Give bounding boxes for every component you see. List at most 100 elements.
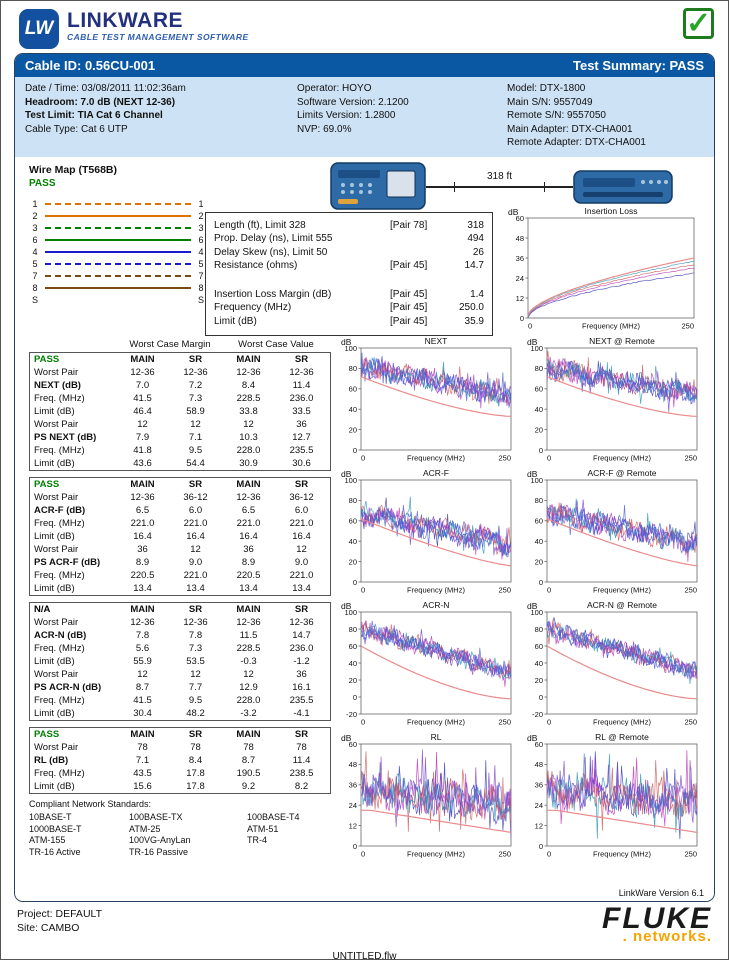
results-row: Freq. (MHz) 5.6 7.3 228.5 236.0 [30, 642, 330, 655]
wire-pin-left: 1 [32, 198, 38, 209]
svg-text:dB: dB [341, 733, 352, 743]
results-cell: 235.5 [289, 444, 314, 456]
measurement-row: Prop. Delay (ns), Limit 555 494 [214, 232, 484, 246]
chart-acr-n: dB ACR-N 100 80 60 40 20 0 -20 0 250 Frequency (MHz… [337, 599, 517, 727]
results-cell: 16.1 [292, 681, 311, 693]
wire-pin-right: 5 [198, 258, 204, 269]
svg-text:24: 24 [516, 273, 524, 282]
results-group: PASS MAIN SR MAIN SR Worst Pair 78 78 78 78 RL (dB… [29, 726, 331, 794]
measurement-value: 14.7 [464, 260, 484, 272]
results-row-label: ACR-N (dB) [34, 629, 87, 641]
results-group: PASS MAIN SR MAIN SR Worst Pair 12-36 36-12 12-3… [29, 476, 331, 596]
svg-text:100: 100 [530, 343, 543, 352]
info-line: Cable Type: Cat 6 UTP [25, 123, 128, 135]
results-row: Freq. (MHz) 41.5 7.3 228.5 236.0 [30, 392, 330, 405]
results-cell: 30.9 [239, 457, 258, 469]
svg-text:40: 40 [535, 405, 543, 414]
logo-initials: LW [24, 18, 54, 39]
svg-text:20: 20 [535, 557, 543, 566]
results-cell: 221.0 [289, 517, 314, 529]
results-cell: 8.4 [241, 379, 256, 391]
results-row: Limit (dB) 15.6 17.8 9.2 8.2 [30, 780, 330, 793]
svg-text:NEXT: NEXT [425, 336, 448, 346]
svg-text:20: 20 [349, 675, 357, 684]
worst-case-margin-header: Worst Case Margin [129, 338, 211, 350]
wire-pin-left: S [31, 294, 38, 305]
results-cell: 7.1 [135, 754, 150, 766]
group-column-label: SR [188, 478, 203, 490]
brand-block: LINKWARE CABLE TEST MANAGEMENT SOFTWARE [67, 10, 249, 43]
svg-text:Frequency (MHz): Frequency (MHz) [593, 585, 651, 594]
wire-pin-left: 5 [32, 258, 38, 269]
info-line: Software Version: 2.1200 [297, 96, 409, 108]
results-cell: 53.5 [186, 655, 205, 667]
results-cell: 13.4 [133, 582, 152, 594]
measurement-pair: [Pair 45] [390, 302, 428, 314]
svg-text:Frequency (MHz): Frequency (MHz) [593, 453, 651, 462]
svg-text:NEXT @ Remote: NEXT @ Remote [589, 336, 655, 346]
svg-text:0: 0 [353, 692, 357, 701]
measurement-label: Insertion Loss Margin (dB) [214, 288, 332, 300]
svg-text:0: 0 [547, 453, 551, 462]
cable-id: Cable ID: 0.56CU-001 [25, 58, 156, 73]
svg-text:250: 250 [684, 849, 697, 858]
results-cell: 7.8 [188, 629, 203, 641]
svg-text:48: 48 [349, 760, 357, 769]
svg-text:0: 0 [361, 453, 365, 462]
info-line: Test Limit: TIA Cat 6 Channel [25, 110, 163, 121]
results-cell: 12-36 [289, 616, 314, 628]
results-cell: 8.7 [241, 754, 256, 766]
results-row-label: Freq. (MHz) [34, 694, 85, 706]
svg-text:80: 80 [535, 364, 543, 373]
results-cell: 6.5 [135, 504, 150, 516]
pass-checkmark-icon: ✓ [683, 8, 714, 39]
results-row: Worst Pair 12 12 12 36 [30, 668, 330, 681]
svg-text:20: 20 [535, 425, 543, 434]
results-cell: 41.8 [133, 444, 152, 456]
results-cell: 221.0 [236, 517, 261, 529]
svg-text:dB: dB [527, 733, 538, 743]
results-cell: 43.6 [133, 457, 152, 469]
results-cell: 43.5 [133, 767, 152, 779]
results-cell: 12 [137, 418, 148, 430]
group-status: PASS [34, 478, 60, 490]
svg-text:36: 36 [516, 253, 524, 262]
results-cell: 12 [137, 668, 148, 680]
svg-text:dB: dB [341, 337, 352, 347]
group-column-label: MAIN [236, 353, 261, 365]
svg-text:24: 24 [535, 801, 543, 810]
svg-text:0: 0 [547, 585, 551, 594]
results-cell: 12-36 [130, 366, 155, 378]
results-cell: 12 [296, 543, 307, 555]
svg-text:ACR-N @ Remote: ACR-N @ Remote [587, 600, 657, 610]
results-cell: 9.2 [241, 780, 256, 792]
results-row: Freq. (MHz) 41.5 9.5 228.0 235.5 [30, 694, 330, 707]
group-column-label: SR [294, 478, 309, 490]
measurement-label: Prop. Delay (ns), Limit 555 [214, 233, 333, 245]
page-footer: Project: DEFAULT Site: CAMBO FLUKE . net… [17, 903, 712, 945]
results-group: N/A MAIN SR MAIN SR Worst Pair 12-36 12-36 12-36… [29, 601, 331, 721]
group-column-label: SR [294, 728, 309, 740]
svg-text:250: 250 [684, 585, 697, 594]
results-cell: 7.3 [188, 392, 203, 404]
svg-text:100: 100 [530, 475, 543, 484]
results-cell: 12 [190, 668, 201, 680]
svg-text:60: 60 [516, 213, 524, 222]
measurement-label: Limit (dB) [214, 315, 257, 327]
svg-text:Frequency (MHz): Frequency (MHz) [407, 585, 465, 594]
site-label: Site: CAMBO [17, 921, 80, 934]
wire-map-title: Wire Map (T568B) [29, 163, 118, 176]
group-column-label: SR [294, 353, 309, 365]
results-row: Freq. (MHz) 43.5 17.8 190.5 238.5 [30, 767, 330, 780]
group-column-label: MAIN [130, 728, 155, 740]
svg-text:-20: -20 [346, 709, 357, 718]
standard-item: TR-4 [247, 835, 267, 845]
fluke-networks-wordmark: . networks. [622, 927, 712, 945]
measurement-value: 35.9 [464, 315, 484, 327]
app-header: LW LINKWARE CABLE TEST MANAGEMENT SOFTWA… [1, 1, 728, 53]
svg-text:12: 12 [535, 821, 543, 830]
